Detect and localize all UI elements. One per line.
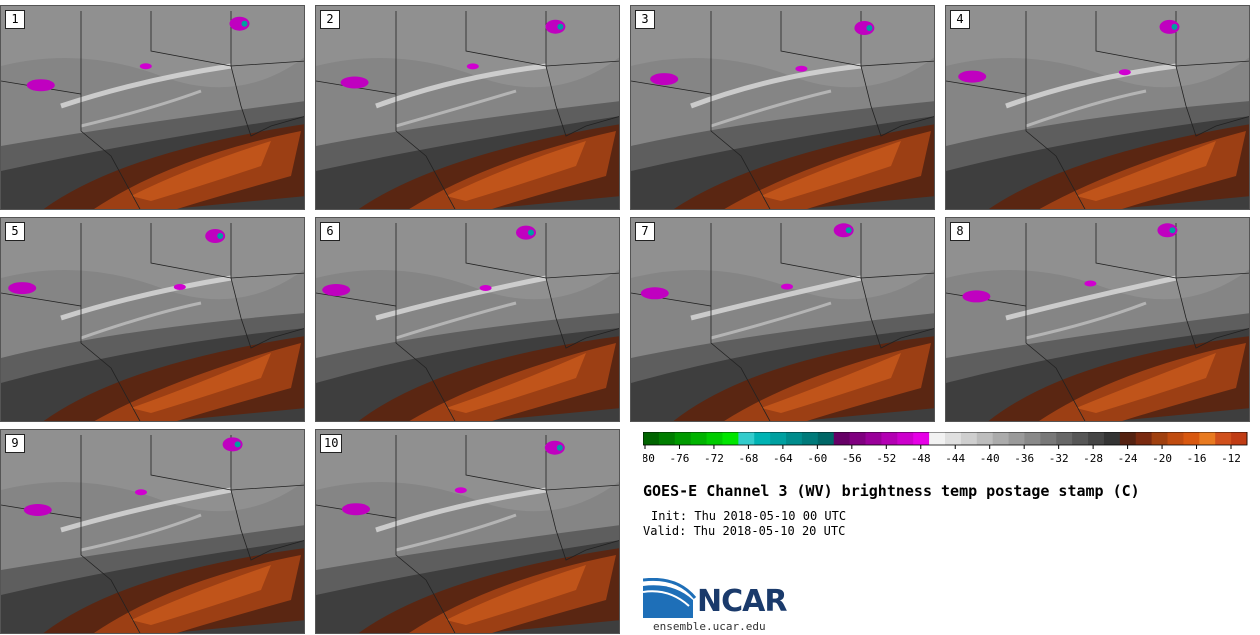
postage-stamp-panel: 9 bbox=[0, 429, 305, 634]
colorbar-tick-label: -68 bbox=[738, 452, 758, 465]
colorbar-swatch bbox=[770, 432, 787, 445]
panel-number: 2 bbox=[320, 10, 340, 29]
panel-number: 3 bbox=[635, 10, 655, 29]
colorbar-swatch bbox=[754, 432, 771, 445]
colorbar-swatch bbox=[1103, 432, 1121, 445]
colorbar-swatch bbox=[1119, 432, 1137, 445]
panel-number: 8 bbox=[950, 222, 970, 241]
colorbar-tick-label: -64 bbox=[773, 452, 793, 465]
colorbar-tick-label: -28 bbox=[1083, 452, 1103, 465]
colorbar-swatch bbox=[992, 432, 1010, 445]
colorbar-tick-label: -20 bbox=[1152, 452, 1172, 465]
colorbar-swatch bbox=[1088, 432, 1105, 445]
colorbar-tick-label: -24 bbox=[1118, 452, 1138, 465]
colorbar-swatch bbox=[1024, 432, 1041, 445]
colorbar-swatch bbox=[1199, 432, 1216, 445]
colorbar-tick-label: -40 bbox=[980, 452, 1000, 465]
postage-stamp-panel: 3 bbox=[630, 5, 935, 210]
postage-stamp-panel: 1 bbox=[0, 5, 305, 210]
init-time: Init: Thu 2018-05-10 00 UTC bbox=[651, 509, 847, 523]
colorbar-tick-label: -44 bbox=[945, 452, 965, 465]
colorbar-swatch bbox=[1151, 432, 1169, 445]
colorbar-swatch bbox=[1183, 432, 1200, 445]
colorbar-swatch bbox=[1056, 432, 1073, 445]
panel-number: 7 bbox=[635, 222, 655, 241]
ncar-logo-icon bbox=[643, 578, 697, 618]
panel-number: 1 bbox=[5, 10, 25, 29]
colorbar-tick-label: -80 bbox=[643, 452, 655, 465]
postage-stamp-panel: 10 bbox=[315, 429, 620, 634]
postage-stamp-panel: 8 bbox=[945, 217, 1250, 422]
colorbar-tick-label: -72 bbox=[704, 452, 724, 465]
colorbar-swatch bbox=[945, 432, 962, 445]
colorbar-swatch bbox=[658, 432, 676, 445]
colorbar-tick-label: -60 bbox=[807, 452, 827, 465]
postage-stamp-panel: 5 bbox=[0, 217, 305, 422]
colorbar-tick-label: -16 bbox=[1187, 452, 1207, 465]
colorbar-swatch bbox=[1231, 432, 1248, 445]
panel-number: 10 bbox=[320, 434, 343, 453]
postage-stamp-panel: 4 bbox=[945, 5, 1250, 210]
colorbar-swatch bbox=[706, 432, 723, 445]
colorbar-swatch bbox=[817, 432, 835, 445]
colorbar-swatch bbox=[849, 432, 867, 445]
colorbar-tick-label: -36 bbox=[1014, 452, 1034, 465]
colorbar-swatch bbox=[833, 432, 851, 445]
colorbar-tick-label: -32 bbox=[1049, 452, 1069, 465]
colorbar-swatch bbox=[1135, 432, 1153, 445]
colorbar-swatch bbox=[801, 432, 819, 445]
ncar-logo-text: NCAR bbox=[697, 584, 787, 619]
panel-number: 5 bbox=[5, 222, 25, 241]
figure-title: GOES-E Channel 3 (WV) brightness temp po… bbox=[643, 482, 1140, 500]
colorbar-swatch bbox=[1215, 432, 1232, 445]
colorbar-swatch bbox=[1040, 432, 1057, 445]
colorbar-tick-label: -76 bbox=[670, 452, 690, 465]
colorbar-swatch bbox=[1072, 432, 1089, 445]
colorbar-swatch bbox=[865, 432, 882, 445]
panel-number: 9 bbox=[5, 434, 25, 453]
colorbar-swatch bbox=[1008, 432, 1025, 445]
colorbar-swatch bbox=[643, 432, 660, 445]
site-url: ensemble.ucar.edu bbox=[653, 620, 766, 633]
colorbar-swatch bbox=[674, 432, 692, 445]
colorbar-tick-label: -56 bbox=[842, 452, 862, 465]
colorbar-tick-label: -12 bbox=[1221, 452, 1241, 465]
colorbar-swatch bbox=[960, 432, 978, 445]
valid-time: Valid: Thu 2018-05-10 20 UTC bbox=[643, 524, 846, 538]
colorbar-swatch bbox=[913, 432, 930, 445]
colorbar-swatch bbox=[786, 432, 803, 445]
colorbar-swatch bbox=[897, 432, 914, 445]
colorbar-tick-label: -48 bbox=[911, 452, 931, 465]
colorbar-swatch bbox=[738, 432, 755, 445]
postage-stamp-panel: 6 bbox=[315, 217, 620, 422]
postage-stamp-panel: 7 bbox=[630, 217, 935, 422]
colorbar-swatch bbox=[929, 432, 946, 445]
colorbar: -80 -76 -72 -68 -64 -60 -56 -52 -48 -44 -40 -36 -32 -… bbox=[643, 432, 1248, 465]
colorbar-swatch bbox=[722, 432, 739, 445]
colorbar-swatch bbox=[976, 432, 994, 445]
colorbar-swatch bbox=[881, 432, 898, 445]
colorbar-tick-label: -52 bbox=[876, 452, 896, 465]
panel-number: 6 bbox=[320, 222, 340, 241]
colorbar-swatch bbox=[690, 432, 708, 445]
colorbar-swatch bbox=[1167, 432, 1184, 445]
postage-stamp-panel: 2 bbox=[315, 5, 620, 210]
panel-number: 4 bbox=[950, 10, 970, 29]
